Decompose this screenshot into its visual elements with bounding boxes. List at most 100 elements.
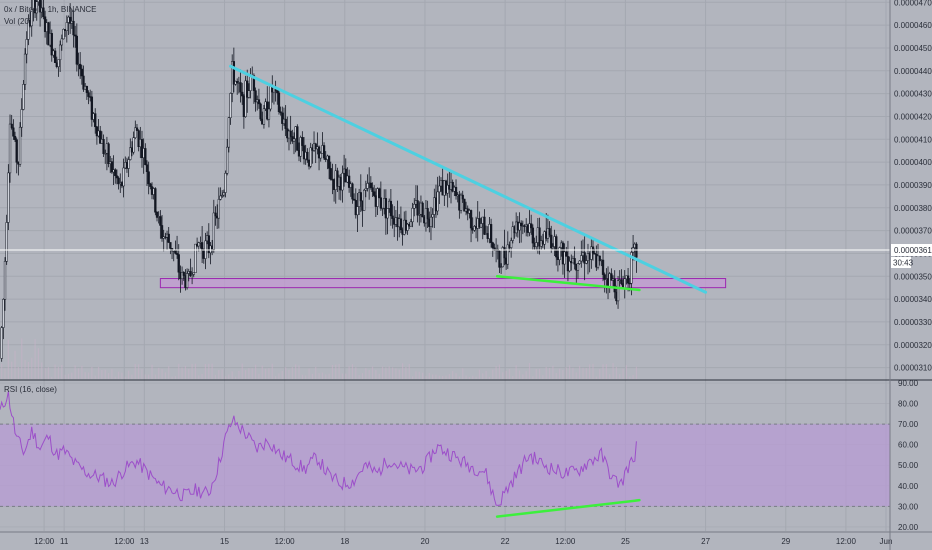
candle-body (623, 278, 626, 288)
volume-bar (7, 339, 9, 379)
volume-bar (71, 372, 73, 379)
time-tick-label: 12:00 (275, 537, 296, 546)
volume-bar (174, 376, 176, 379)
volume-bar (398, 369, 400, 379)
volume-bar (298, 365, 300, 379)
candle-body (169, 242, 172, 249)
rsi-tick-label: 30.00 (898, 502, 919, 511)
volume-bar (191, 363, 193, 379)
volume-bar (285, 367, 287, 379)
candle-body (85, 86, 89, 93)
candle-body (548, 228, 551, 236)
volume-bar (228, 374, 230, 379)
candle-body (511, 226, 514, 241)
volume-bar (328, 373, 330, 379)
volume-bar (528, 363, 531, 379)
drawing-layer[interactable] (0, 64, 890, 518)
volume-bar (422, 372, 424, 379)
candle-body (416, 200, 419, 216)
candle-body (319, 153, 322, 159)
volume-bar (218, 370, 220, 379)
volume-bar (391, 367, 394, 379)
volume-bar (371, 366, 374, 379)
volume-bar (221, 369, 223, 379)
candle-body (386, 208, 389, 219)
volume-bar (605, 364, 607, 379)
volume-bar (114, 376, 116, 379)
volume-bar (11, 361, 13, 379)
candle-body (145, 164, 149, 172)
volume-bar (615, 366, 617, 379)
volume-bar (57, 366, 60, 379)
volume-bar (295, 364, 297, 379)
volume-bar (24, 359, 26, 379)
volume-bar (595, 376, 597, 379)
candle-body (359, 192, 362, 202)
volume-bar (311, 373, 313, 379)
candle-body (351, 183, 354, 200)
volume-bar (462, 368, 464, 379)
candle-body (498, 250, 501, 268)
volume-bar (388, 366, 390, 379)
volume-bar (258, 373, 260, 379)
candle-body (421, 202, 424, 218)
volume-bar (508, 369, 511, 379)
candle-body (252, 75, 256, 91)
candle-body (0, 327, 3, 359)
candle-body (429, 216, 433, 227)
candle-body (576, 263, 580, 271)
volume-bar (532, 376, 534, 379)
volume-bar (201, 373, 203, 379)
candle-body (463, 198, 466, 212)
volume-bar (485, 370, 487, 379)
volume-bar (558, 368, 561, 379)
volume-bar (325, 374, 327, 379)
volume-bar (254, 364, 257, 379)
rsi-tick-label: 40.00 (898, 482, 919, 491)
candle-body (378, 188, 381, 198)
candle-body (277, 92, 281, 112)
volume-bar (17, 366, 19, 379)
candle-body (18, 126, 22, 165)
volume-bar (141, 369, 143, 379)
candle-body (535, 242, 538, 247)
candle-body (489, 224, 493, 243)
volume-legend: Vol (20) (4, 17, 32, 26)
time-tick-label: 29 (781, 537, 790, 546)
volume-bar (498, 364, 501, 379)
volume-bar (241, 363, 243, 379)
volume-bar (41, 362, 43, 379)
volume-bar (91, 366, 93, 379)
candle-body (292, 138, 296, 142)
candle-body (222, 192, 225, 196)
candle-body (279, 111, 282, 114)
volume-bar (569, 365, 571, 379)
volume-bar (271, 363, 273, 379)
candle-body (134, 127, 137, 138)
volume-bar (632, 374, 634, 379)
volume-bar (542, 375, 544, 379)
candle-body (306, 151, 309, 161)
rsi-tick-label: 20.00 (898, 523, 919, 532)
countdown-tag (891, 257, 911, 269)
volume-bar (107, 373, 110, 379)
last-price-tag (891, 244, 932, 257)
volume-bar (395, 368, 397, 379)
descending-trendline[interactable] (229, 64, 708, 294)
support-zone[interactable] (159, 278, 727, 289)
candle-body (149, 183, 152, 187)
candle-body (10, 123, 13, 129)
volume-bar (418, 371, 420, 379)
volume-bar (31, 357, 33, 379)
candle-body (301, 137, 304, 146)
volume-bar (365, 368, 367, 379)
price-divergence-line[interactable] (495, 275, 641, 292)
volume-bar (188, 368, 190, 379)
rsi-divergence-line[interactable] (495, 498, 641, 518)
candle-body (322, 145, 326, 159)
volume-bar (338, 363, 340, 379)
candle-body (239, 82, 242, 93)
volume-bar (47, 367, 50, 379)
time-tick-label: 27 (701, 537, 710, 546)
